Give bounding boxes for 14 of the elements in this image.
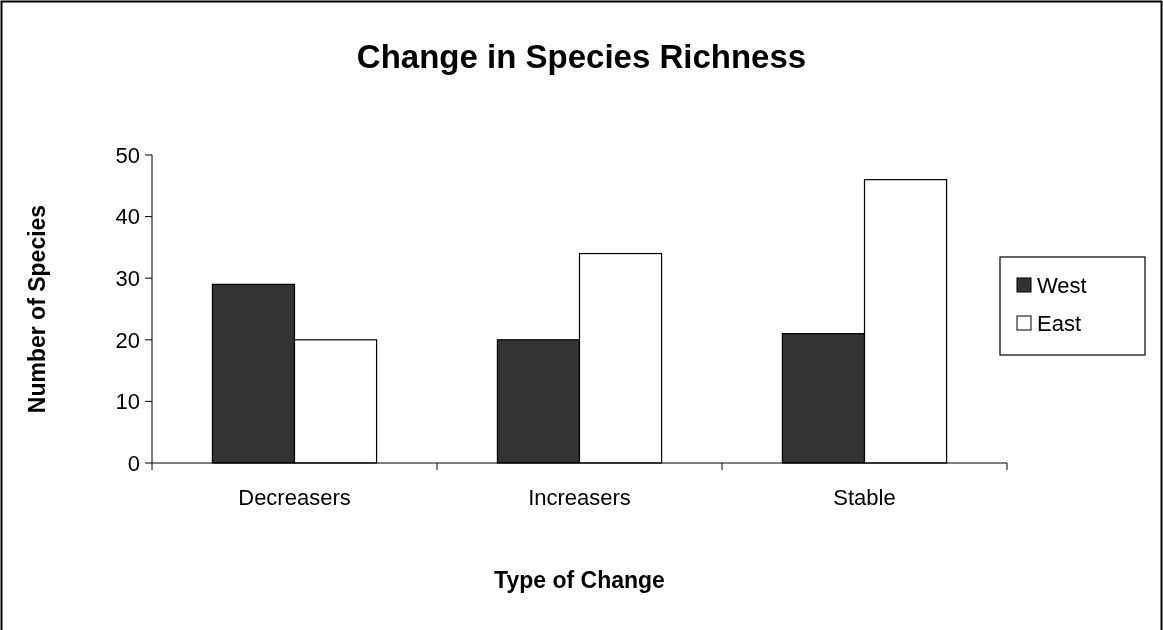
x-axis-title: Type of Change xyxy=(494,567,665,593)
y-tick-label: 30 xyxy=(115,265,140,291)
x-tick-label: Increasers xyxy=(528,485,631,510)
y-tick-label: 10 xyxy=(115,389,140,415)
y-tick-label: 20 xyxy=(115,327,140,353)
x-tick-label: Stable xyxy=(833,485,896,510)
y-tick-label: 0 xyxy=(127,450,140,476)
legend-label: West xyxy=(1037,272,1087,298)
y-tick-label: 40 xyxy=(115,204,140,230)
y-tick-label: 50 xyxy=(115,142,140,168)
x-tick-label: Decreasers xyxy=(238,485,351,510)
legend-label: East xyxy=(1037,310,1082,336)
chart-title: Change in Species Richness xyxy=(356,38,807,75)
y-axis-title: Number of Species xyxy=(24,204,50,414)
